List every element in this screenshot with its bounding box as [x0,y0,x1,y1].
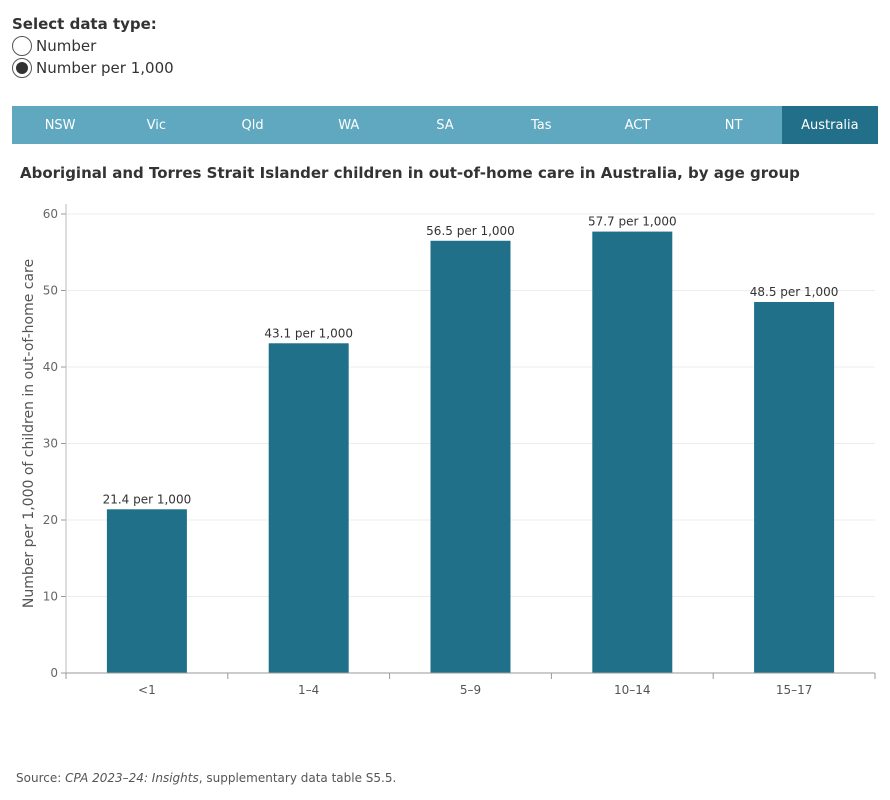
data-label-1: 43.1 per 1,000 [264,326,353,340]
tab-qld[interactable]: Qld [241,117,264,133]
data-type-heading: Select data type: [12,15,157,33]
data-label-3: 57.7 per 1,000 [588,215,677,229]
source-note: Source: CPA 2023–24: Insights, supplemen… [16,771,396,785]
bar-2 [430,240,511,673]
x-tick-label: 10–14 [614,683,651,697]
tab-australia[interactable]: Australia [781,106,878,144]
y-tick-label: 0 [50,666,58,680]
y-tick-label: 20 [43,513,58,527]
y-tick-label: 50 [43,284,58,298]
tab-act[interactable]: ACT [624,117,651,133]
bar-1 [268,343,349,673]
radio-number-per-1000-label: Number per 1,000 [36,59,174,77]
y-tick-label: 30 [43,437,58,451]
jurisdiction-tabs: NSW Vic Qld WA SA Tas ACT NT Australia [12,106,878,144]
data-label-0: 21.4 per 1,000 [103,492,192,506]
y-axis-label: Number per 1,000 of children in out-of-h… [21,259,37,608]
radio-number-per-1000[interactable]: Number per 1,000 [12,58,174,78]
radio-number-label: Number [36,37,97,55]
source-title: CPA 2023–24: Insights [65,771,199,785]
radio-number[interactable]: Number [12,36,96,56]
bar-0 [106,509,187,673]
chart-title: Aboriginal and Torres Strait Islander ch… [20,164,800,182]
tab-nsw[interactable]: NSW [44,117,76,133]
data-label-2: 56.5 per 1,000 [426,224,515,238]
bar-4 [754,301,835,673]
y-tick-label: 40 [43,360,58,374]
radio-number-circle[interactable] [12,36,32,56]
y-tick-label: 10 [43,590,58,604]
tab-vic[interactable]: Vic [146,117,167,133]
x-tick-label: 1–4 [298,683,319,697]
bar-3 [592,231,673,673]
x-tick-label: 15–17 [776,683,813,697]
x-tick-label: <1 [138,683,156,697]
x-tick-label: 5–9 [460,683,481,697]
tab-wa[interactable]: WA [338,117,360,133]
tab-nt[interactable]: NT [724,117,743,133]
y-tick-label: 60 [43,207,58,221]
source-suffix: , supplementary data table S5.5. [198,771,397,785]
radio-number-per-1000-circle[interactable] [12,58,32,78]
tab-sa[interactable]: SA [436,117,454,133]
data-label-4: 48.5 per 1,000 [750,285,839,299]
source-prefix: Source: [16,771,62,785]
bar-chart: 0 10 20 30 40 50 60 Number per 1,000 of childre… [21,204,876,697]
tab-tas[interactable]: Tas [530,117,552,133]
